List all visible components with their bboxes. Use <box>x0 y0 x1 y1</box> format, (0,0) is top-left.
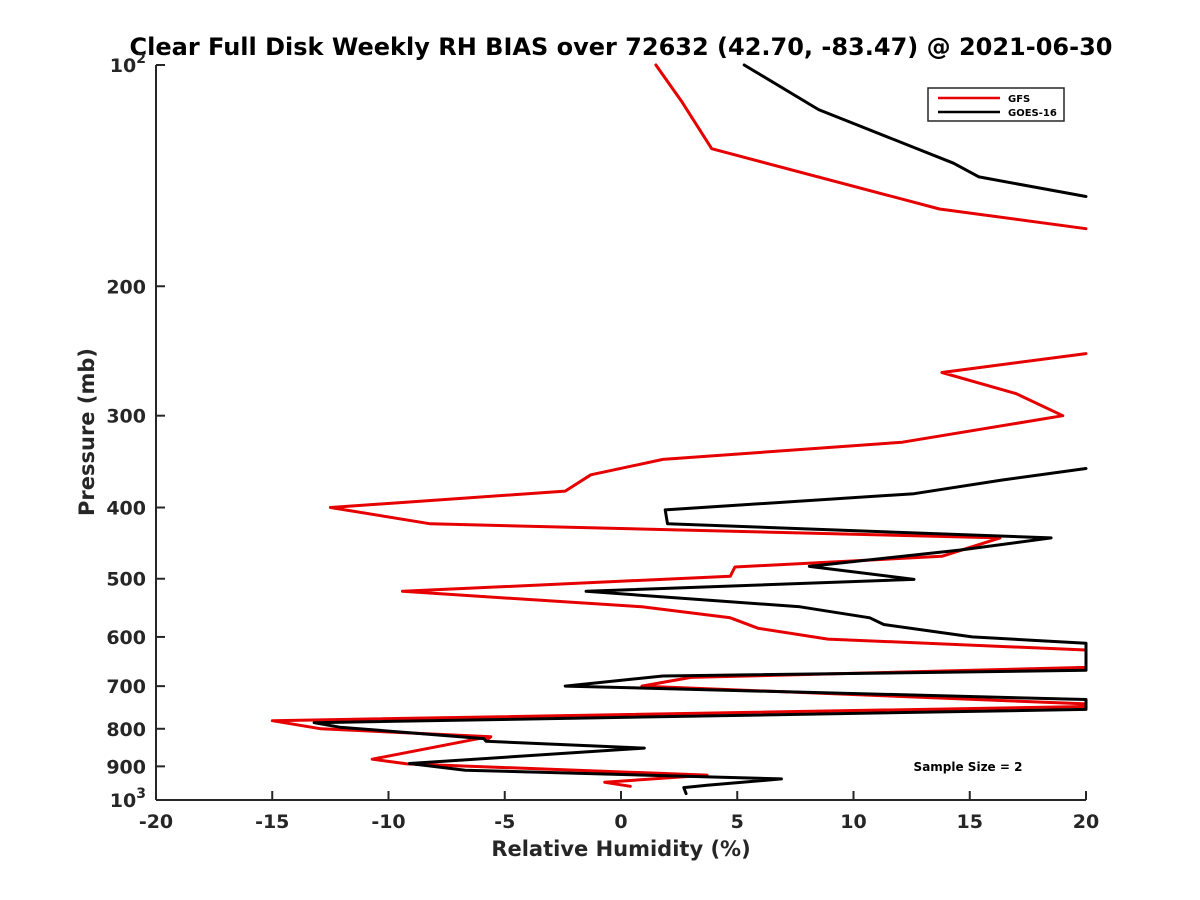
y-tick-base: 600 <box>106 627 146 649</box>
y-tick-base: 500 <box>106 569 146 591</box>
x-tick-label: 10 <box>840 811 866 833</box>
chart-title: Clear Full Disk Weekly RH BIAS over 7263… <box>130 33 1113 61</box>
y-tick-exponent: 2 <box>136 51 146 67</box>
sample-size-annotation: Sample Size = 2 <box>914 760 1023 774</box>
y-tick-label: 500 <box>106 569 146 591</box>
y-tick-base: 800 <box>106 719 146 741</box>
y-tick-base: 400 <box>106 498 146 520</box>
x-axis-label: Relative Humidity (%) <box>491 837 750 861</box>
legend-box <box>927 87 1065 122</box>
x-tick-label: -15 <box>255 811 289 833</box>
x-tick-label: 0 <box>614 811 627 833</box>
x-tick-label: 20 <box>1073 811 1099 833</box>
y-tick-label: 103 <box>110 786 146 812</box>
y-tick-base: 10 <box>110 55 136 77</box>
y-tick-label: 102 <box>110 51 146 77</box>
y-tick-base: 900 <box>106 756 146 778</box>
x-tick-label: 15 <box>957 811 983 833</box>
x-tick-label: -5 <box>494 811 515 833</box>
y-axis-label: Pressure (mb) <box>75 348 99 516</box>
series-line-goes-16-0 <box>742 63 1088 198</box>
legend: GFS GOES-16 <box>927 87 1065 122</box>
x-tick-label: -20 <box>139 811 173 833</box>
y-tick-label: 300 <box>106 406 146 428</box>
y-tick-label: 400 <box>106 498 146 520</box>
y-tick-exponent: 3 <box>136 786 146 802</box>
legend-label-goes-16: GOES-16 <box>1008 108 1057 119</box>
y-tick-base: 300 <box>106 406 146 428</box>
series-line-goes-16-1 <box>312 467 1088 796</box>
y-tick-label: 900 <box>106 756 146 778</box>
y-tick-base: 700 <box>106 676 146 698</box>
axes <box>155 65 1086 801</box>
y-tick-label: 700 <box>106 676 146 698</box>
series-line-gfs-1 <box>270 352 1088 788</box>
y-tick-label: 200 <box>106 276 146 298</box>
y-tick-label: 800 <box>106 719 146 741</box>
x-ticks: -20 -15 -10 -5 0 5 10 15 20 <box>139 791 1099 833</box>
plot-series <box>270 63 1088 796</box>
y-tick-label: 600 <box>106 627 146 649</box>
y-tick-base: 200 <box>106 276 146 298</box>
y-tick-base: 10 <box>110 790 136 812</box>
x-tick-label: 5 <box>731 811 744 833</box>
series-line-gfs-0 <box>654 63 1088 231</box>
legend-label-gfs: GFS <box>1008 94 1030 105</box>
x-tick-label: -10 <box>371 811 405 833</box>
